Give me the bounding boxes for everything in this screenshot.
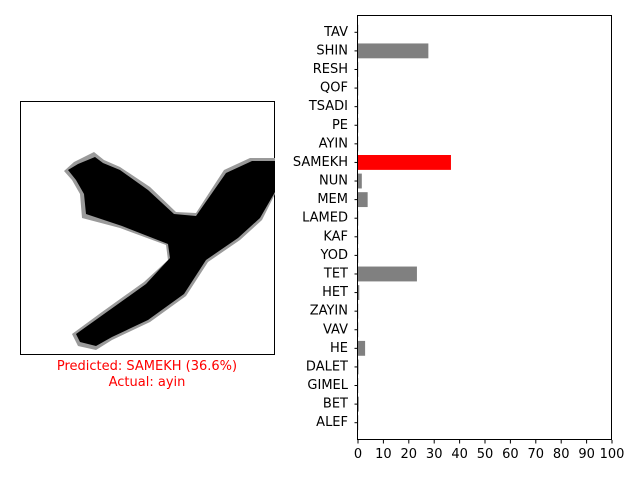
x-tick-label-90: 90: [578, 447, 595, 462]
y-tick-label-shin: SHIN: [316, 43, 348, 58]
y-tick-label-gimel: GIMEL: [307, 378, 348, 393]
y-tick-label-vav: VAV: [323, 322, 348, 337]
x-tick-label-70: 70: [528, 447, 545, 462]
bar-tet: [358, 266, 417, 282]
y-tick-label-tav: TAV: [323, 25, 348, 40]
glyph-upper-stroke: [68, 157, 275, 346]
x-tick-label-20: 20: [401, 447, 418, 462]
bar-bet: [358, 396, 359, 412]
actual-label: Actual: ayin: [108, 375, 186, 390]
bar-dalet: [358, 359, 359, 375]
y-tick-label-he: HE: [330, 341, 348, 356]
y-tick-labels: ALEF BET GIMEL DALET HE VAV ZAYIN HET TET YOD KAF L…: [293, 25, 349, 430]
y-tick-label-pe: PE: [332, 118, 348, 133]
x-tick-label-50: 50: [477, 447, 494, 462]
y-tick-label-resh: RESH: [313, 62, 348, 77]
handwritten-glyph-image: [64, 152, 275, 350]
y-tick-label-zayin: ZAYIN: [310, 304, 348, 319]
x-tick-label-0: 0: [354, 447, 362, 462]
y-tick-label-bet: BET: [323, 397, 348, 412]
x-tick-label-30: 30: [426, 447, 443, 462]
y-tick-label-ayin: AYIN: [319, 136, 348, 151]
bar-he: [358, 340, 366, 356]
y-tick-label-kaf: KAF: [323, 229, 348, 244]
y-tick-label-qof: QOF: [320, 81, 348, 96]
bar-nun: [358, 173, 362, 189]
y-tick-label-alef: ALEF: [316, 415, 348, 430]
x-tick-marks: [357, 440, 613, 444]
x-tick-label-60: 60: [502, 447, 519, 462]
y-tick-label-nun: NUN: [319, 174, 348, 189]
y-tick-label-samekh: SAMEKH: [293, 155, 348, 170]
x-tick-label-10: 10: [375, 447, 392, 462]
x-tick-label-80: 80: [553, 447, 570, 462]
bar-het: [358, 285, 360, 300]
plot-frame: [357, 15, 612, 440]
bar-group: [358, 24, 451, 431]
bar-samekh: [358, 155, 451, 170]
y-tick-label-lamed: LAMED: [302, 211, 348, 226]
y-tick-label-tet: TET: [323, 266, 348, 281]
bar-mem: [358, 192, 368, 208]
bar-chart: ALEF BET GIMEL DALET HE VAV ZAYIN HET TET YOD KAF L…: [293, 15, 625, 462]
y-tick-label-yod: YOD: [320, 248, 348, 263]
bar-shin: [358, 43, 429, 59]
x-tick-label-40: 40: [451, 447, 468, 462]
input-image-panel: [20, 101, 275, 355]
y-tick-label-tsadi: TSADI: [308, 99, 348, 114]
x-tick-labels: 0 10 20 30 40 50 60 70 80 90 100: [354, 447, 625, 462]
x-tick-label-100: 100: [600, 447, 625, 462]
predicted-label: Predicted: SAMEKH (36.6%): [56, 359, 238, 374]
y-tick-label-mem: MEM: [317, 192, 348, 207]
y-tick-label-dalet: DALET: [306, 359, 348, 374]
y-tick-label-het: HET: [322, 285, 348, 300]
